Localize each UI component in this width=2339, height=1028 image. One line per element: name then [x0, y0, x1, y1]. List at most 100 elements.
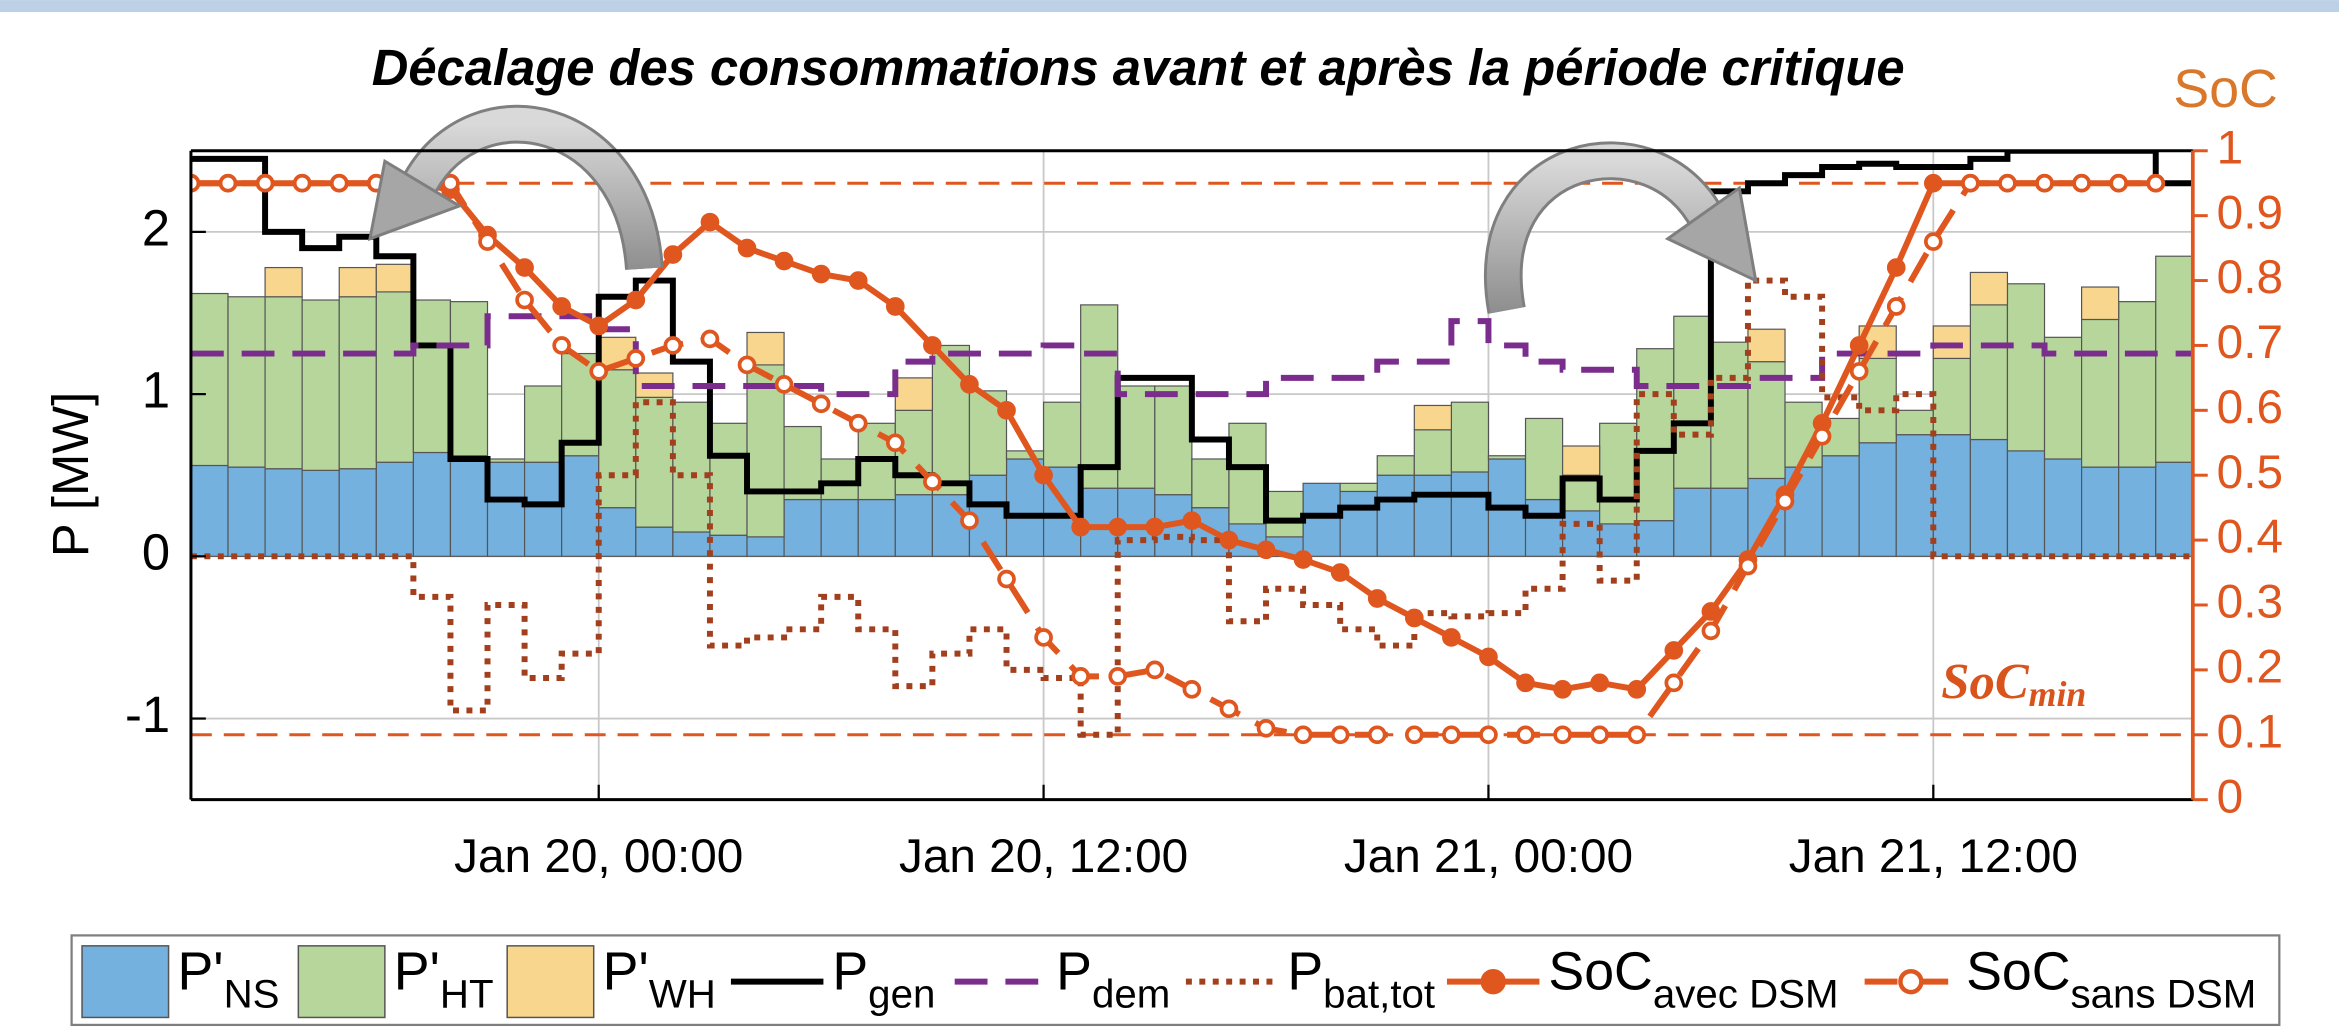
line-marker [1367, 725, 1387, 745]
bar [338, 296, 377, 470]
line-marker [1145, 517, 1165, 537]
bar [1561, 510, 1601, 557]
line-marker [626, 290, 646, 310]
line-marker [1071, 667, 1090, 686]
line-marker [1108, 517, 1128, 537]
bar [1339, 490, 1378, 557]
line-marker [329, 173, 349, 193]
bar [1413, 404, 1452, 431]
line-marker [774, 251, 794, 271]
bar [412, 451, 452, 557]
legend-label: P'WH [603, 942, 716, 1016]
line-marker [811, 394, 831, 414]
x-tick-label: Jan 20, 12:00 [899, 830, 1188, 883]
legend-name-sub: gen [868, 971, 935, 1016]
y-tick-label: 1 [142, 361, 170, 418]
line-marker [663, 245, 683, 264]
legend-name: P [1287, 942, 1323, 1002]
line-marker [1516, 673, 1535, 693]
x-tick-label: Jan 20, 00:00 [454, 830, 743, 883]
bar [227, 466, 266, 557]
y2-tick-label: 0.3 [2217, 576, 2283, 629]
bar [1932, 325, 1971, 360]
legend-name: P' [178, 942, 224, 1002]
legend-label: SoCsans DSM [1966, 942, 2256, 1016]
bar [1302, 482, 1341, 557]
bar [1821, 455, 1860, 557]
line-marker [1219, 699, 1239, 719]
bar [1042, 401, 1082, 468]
arrows [367, 104, 1758, 314]
bar [190, 292, 229, 467]
bar [264, 296, 303, 470]
line-marker [1664, 673, 1684, 693]
bar [672, 531, 711, 557]
legend: P'NS P'HT P'WH Pgen Pdem Pbat,tot SoCavec DSM S… [81, 942, 2256, 1019]
line-marker [1256, 718, 1276, 738]
legend-label: Pbat,tot [1287, 942, 1435, 1016]
line-marker [552, 336, 571, 355]
legend-name-sub: sans DSM [2071, 971, 2257, 1016]
bar [1636, 520, 1675, 557]
bar [783, 498, 822, 557]
line-marker [1479, 647, 1498, 667]
line-marker [1590, 673, 1609, 693]
bar [1895, 409, 1934, 436]
x-tick-label: Jan 21, 00:00 [1344, 830, 1633, 883]
bar [1376, 455, 1415, 476]
line-marker [1219, 530, 1239, 550]
line-marker [1923, 173, 1943, 193]
bar [931, 344, 971, 496]
legend-name: P' [394, 942, 440, 1002]
line-marker [1034, 628, 1053, 647]
bar [598, 507, 637, 557]
bar [1413, 429, 1452, 476]
bar [894, 377, 933, 411]
line-marker [218, 173, 238, 193]
bar [1673, 487, 1712, 557]
bar [301, 299, 340, 471]
line-marker [515, 258, 534, 277]
y2-tick-label: 0.6 [2217, 381, 2283, 434]
bar [449, 455, 489, 557]
bar [820, 458, 859, 501]
bar [1710, 487, 1749, 557]
y2-tick-label: 0.4 [2217, 511, 2283, 564]
y-axis-label: P [MW] [42, 392, 99, 557]
line-marker [1886, 258, 1906, 277]
line-marker [1330, 725, 1350, 745]
line-marker [1812, 426, 1832, 446]
line-marker [848, 413, 868, 433]
line-marker [1293, 550, 1313, 569]
line-marker [1367, 589, 1387, 608]
axes: -1 0 1 2 Jan 20, 00:00 Jan 20, 12:00 Jan 21, 0… [125, 121, 2283, 883]
bar [709, 534, 748, 557]
bar [2081, 318, 2120, 468]
shift-arrow [1487, 144, 1723, 314]
bar [338, 266, 377, 298]
line-marker [1479, 725, 1498, 745]
line-marker [1071, 517, 1090, 537]
bar [1969, 271, 2009, 306]
legend-name: SoC [1548, 942, 1652, 1002]
bar [894, 494, 933, 557]
line-marker [515, 290, 534, 310]
bar [598, 369, 637, 509]
legend-label: SoCavec DSM [1548, 942, 1838, 1016]
line-marker [1701, 602, 1721, 621]
bar [1413, 474, 1452, 557]
soc-min-annotation: SoCmin [1941, 653, 2086, 715]
bar [486, 461, 526, 557]
bar [1450, 471, 1490, 557]
line-marker [848, 271, 868, 290]
line-marker [997, 401, 1016, 420]
legend-name: P [1056, 942, 1092, 1002]
bar [2043, 336, 2083, 460]
line-marker [1849, 362, 1869, 381]
line-marker [997, 569, 1016, 589]
line-marker [1404, 725, 1424, 745]
y-tick-label: 0 [142, 524, 170, 581]
line [190, 180, 2156, 738]
y2-tick-label: 0.9 [2217, 186, 2283, 239]
bar [709, 422, 748, 536]
